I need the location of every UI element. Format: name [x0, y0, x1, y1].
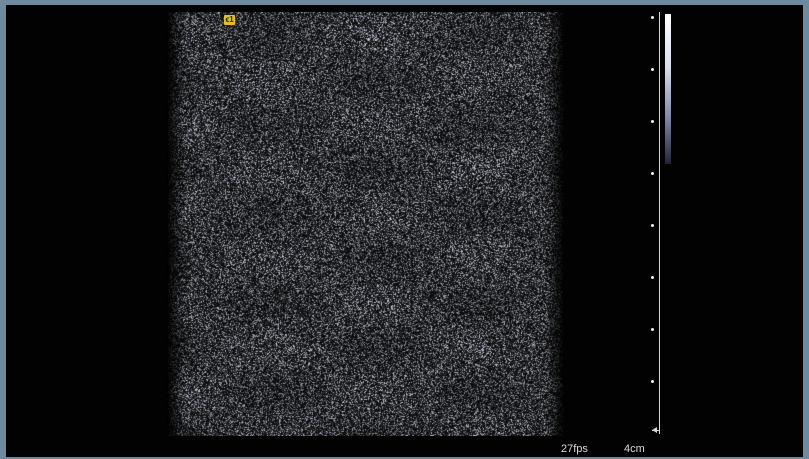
depth-tick-dot: [651, 172, 654, 175]
depth-arrow-icon: [652, 427, 657, 433]
frame-rate: 27fps: [561, 443, 588, 455]
depth-scale: [651, 12, 666, 440]
grayscale-bar-icon: [665, 14, 671, 164]
depth-tick-dot: [651, 16, 654, 19]
depth-tick-dot: [651, 276, 654, 279]
depth-scale-line: [659, 12, 660, 434]
ultrasound-viewport: ϵ1 27fps 4cm: [6, 5, 803, 457]
ultrasound-image: [166, 12, 564, 436]
depth-readout: 4cm: [624, 443, 645, 455]
depth-tick-dot: [651, 68, 654, 71]
depth-tick-dot: [651, 328, 654, 331]
depth-tick-dot: [651, 120, 654, 123]
depth-tick-dot: [651, 224, 654, 227]
depth-tick-dot: [651, 380, 654, 383]
orientation-marker: ϵ1: [224, 15, 235, 25]
speckle-pattern: [166, 12, 564, 436]
